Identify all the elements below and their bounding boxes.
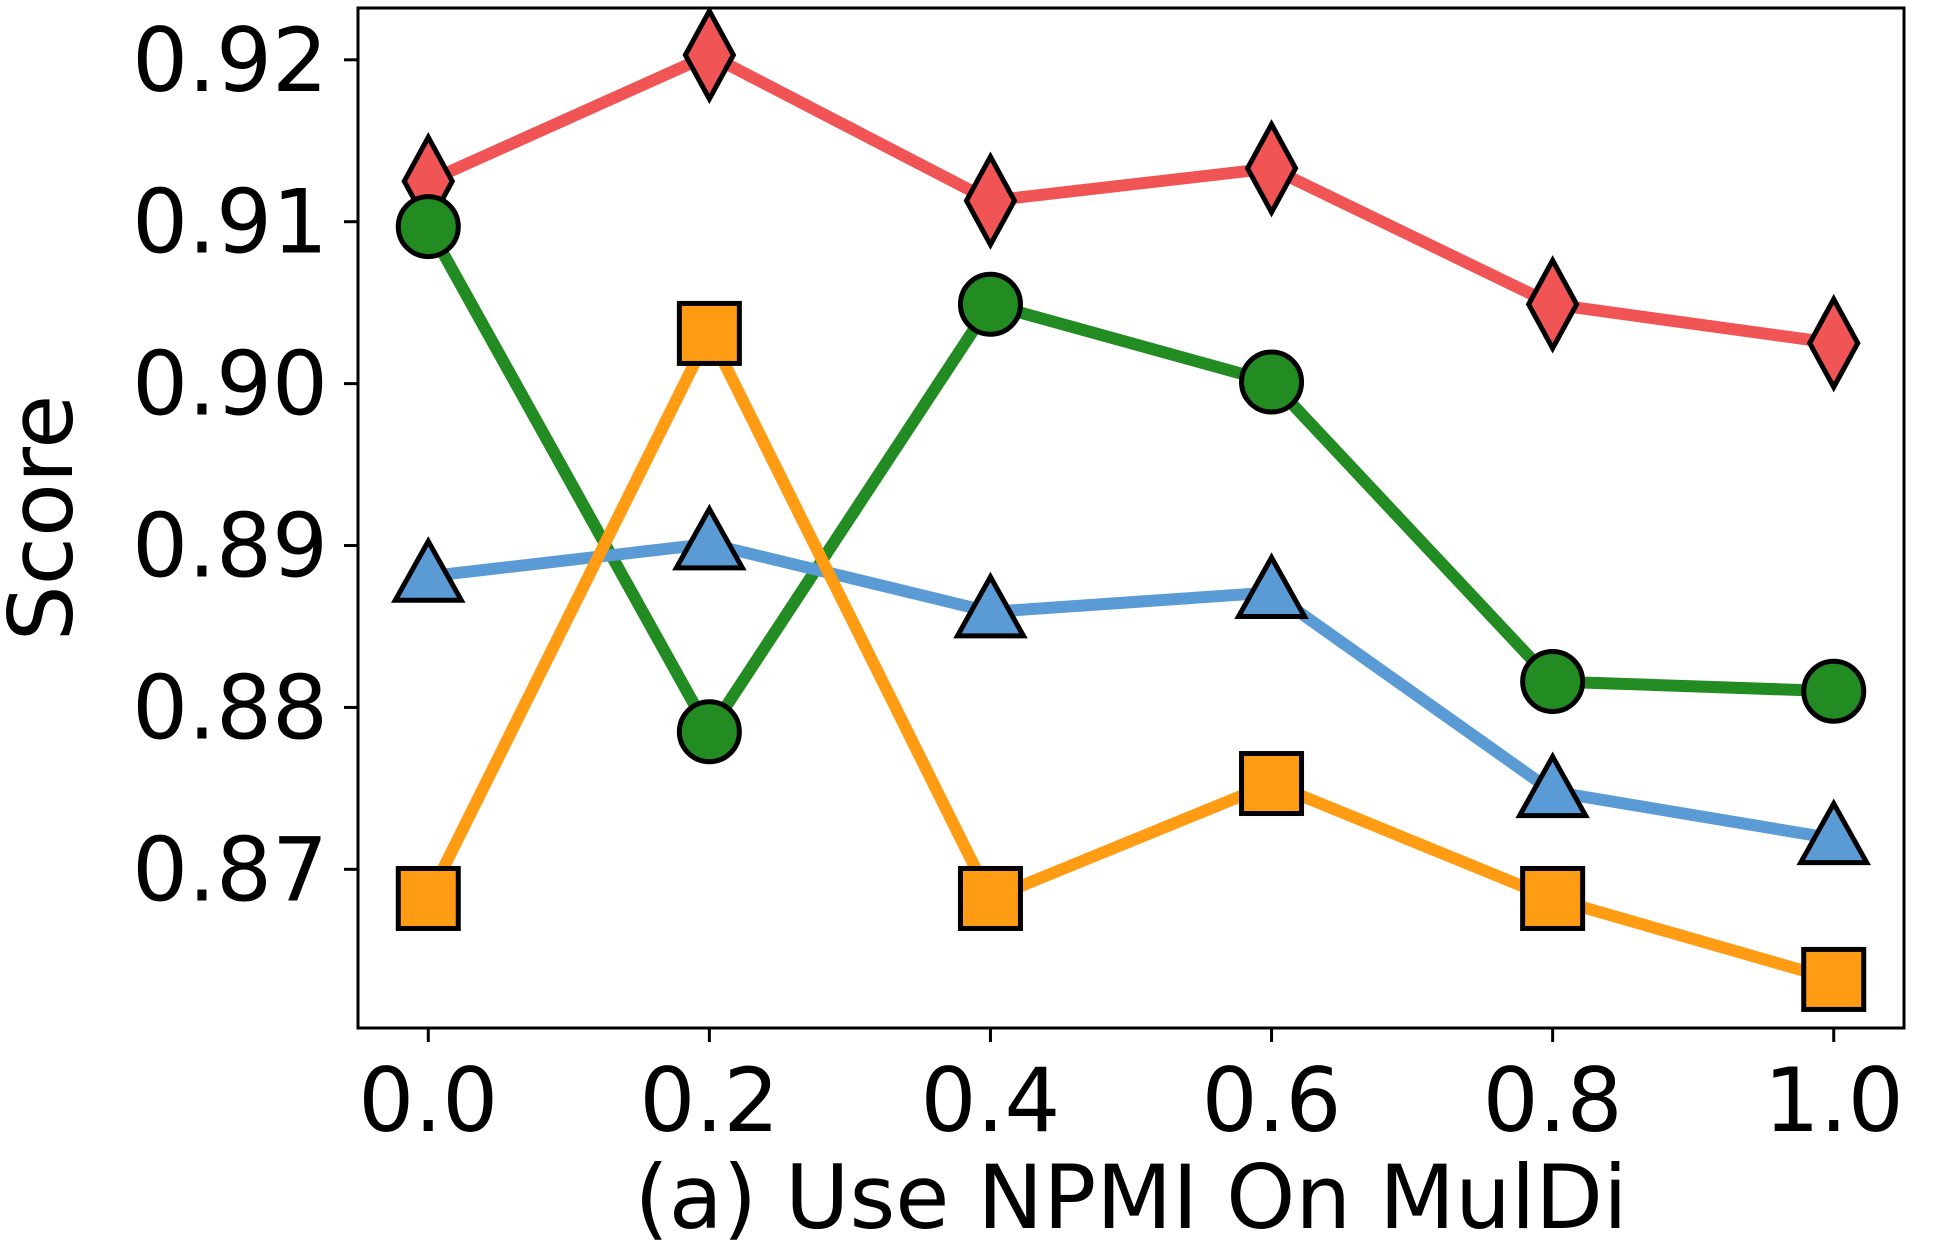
y-tick-label: 0.92 bbox=[132, 9, 328, 112]
series-line bbox=[422, 327, 1836, 986]
series-diamond bbox=[401, 5, 1861, 393]
series-line bbox=[425, 49, 1835, 350]
data-point-circle bbox=[395, 194, 461, 260]
data-point-circle bbox=[1801, 658, 1867, 724]
series-line bbox=[423, 223, 1834, 738]
series-layer bbox=[391, 5, 1871, 1012]
data-point-diamond bbox=[682, 5, 737, 105]
data-point-diamond bbox=[963, 151, 1018, 250]
y-tick-label: 0.88 bbox=[132, 656, 328, 759]
y-tick-label: 0.89 bbox=[132, 495, 328, 598]
data-point-square bbox=[957, 865, 1023, 931]
y-axis: 0.87 0.88 0.89 0.90 0.91 0.92 bbox=[132, 9, 358, 921]
plot-area-frame bbox=[356, 6, 1906, 1030]
data-point-circle bbox=[1520, 649, 1586, 715]
x-tick-label: 0.4 bbox=[920, 1049, 1060, 1152]
series-line bbox=[427, 537, 1835, 845]
x-axis: 0.0 0.2 0.4 0.6 0.8 1.0 bbox=[358, 1028, 1904, 1152]
data-point-triangle bbox=[1515, 751, 1590, 819]
y-tick-label: 0.91 bbox=[132, 171, 328, 274]
data-point-square bbox=[1801, 946, 1867, 1012]
series-circle bbox=[395, 194, 1867, 765]
data-point-triangle bbox=[953, 571, 1028, 639]
data-point-circle bbox=[676, 699, 742, 765]
data-point-triangle bbox=[1234, 552, 1309, 619]
series-triangle bbox=[391, 503, 1871, 866]
data-point-square bbox=[676, 300, 742, 366]
data-point-square bbox=[395, 865, 461, 931]
y-tick-label: 0.87 bbox=[132, 818, 328, 921]
data-point-triangle bbox=[672, 503, 747, 571]
x-tick-label: 0.8 bbox=[1483, 1049, 1623, 1152]
series-square bbox=[395, 300, 1867, 1012]
x-tick-label: 0.6 bbox=[1202, 1049, 1342, 1152]
x-tick-label: 0.0 bbox=[358, 1049, 498, 1152]
data-point-triangle bbox=[391, 536, 466, 603]
data-point-square bbox=[1239, 751, 1305, 817]
x-tick-label: 1.0 bbox=[1764, 1049, 1904, 1152]
data-point-square bbox=[1520, 865, 1586, 931]
data-point-circle bbox=[1239, 349, 1305, 415]
y-axis-title: Score bbox=[0, 395, 93, 641]
data-point-triangle bbox=[1796, 798, 1871, 866]
x-tick-label: 0.2 bbox=[639, 1049, 779, 1152]
y-tick-label: 0.90 bbox=[132, 333, 328, 436]
data-point-circle bbox=[957, 271, 1023, 337]
data-point-diamond bbox=[1244, 119, 1299, 218]
x-axis-title: (a) Use NPMI On MulDi bbox=[634, 1146, 1627, 1249]
data-point-diamond bbox=[1525, 255, 1580, 354]
data-point-diamond bbox=[1806, 293, 1861, 393]
